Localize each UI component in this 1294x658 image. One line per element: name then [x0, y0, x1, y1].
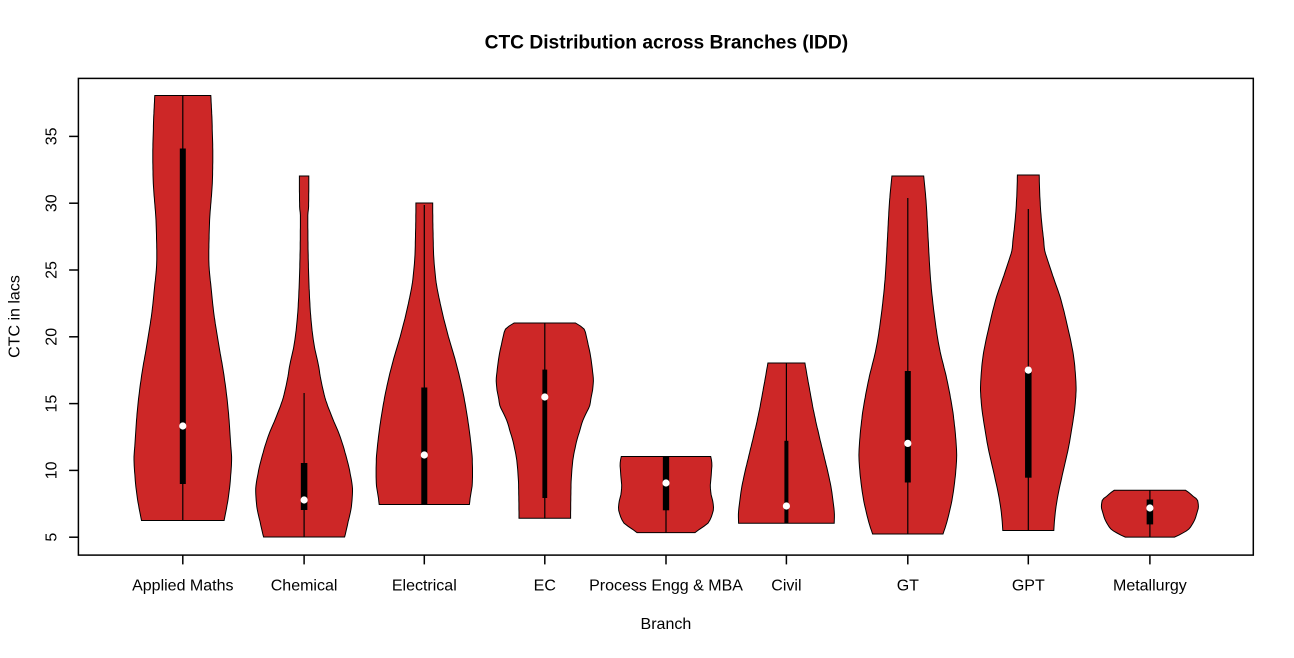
svg-text:Civil: Civil	[771, 578, 801, 595]
svg-text:CTC in lacs: CTC in lacs	[7, 275, 24, 358]
svg-text:Process Engg & MBA: Process Engg & MBA	[589, 578, 743, 595]
svg-text:20: 20	[44, 328, 61, 346]
svg-text:35: 35	[44, 127, 61, 145]
svg-text:GT: GT	[897, 578, 919, 595]
svg-text:5: 5	[44, 533, 61, 542]
svg-text:30: 30	[44, 194, 61, 212]
svg-text:Chemical: Chemical	[271, 578, 338, 595]
svg-text:Applied Maths: Applied Maths	[132, 578, 233, 595]
svg-text:Branch: Branch	[641, 616, 692, 633]
svg-text:EC: EC	[534, 578, 556, 595]
svg-text:Electrical: Electrical	[392, 578, 457, 595]
svg-text:25: 25	[44, 261, 61, 279]
svg-text:Metallurgy: Metallurgy	[1113, 578, 1187, 595]
svg-text:CTC Distribution across Branch: CTC Distribution across Branches (IDD)	[485, 32, 849, 53]
svg-text:10: 10	[44, 461, 61, 479]
svg-text:15: 15	[44, 395, 61, 413]
svg-text:GPT: GPT	[1012, 578, 1045, 595]
